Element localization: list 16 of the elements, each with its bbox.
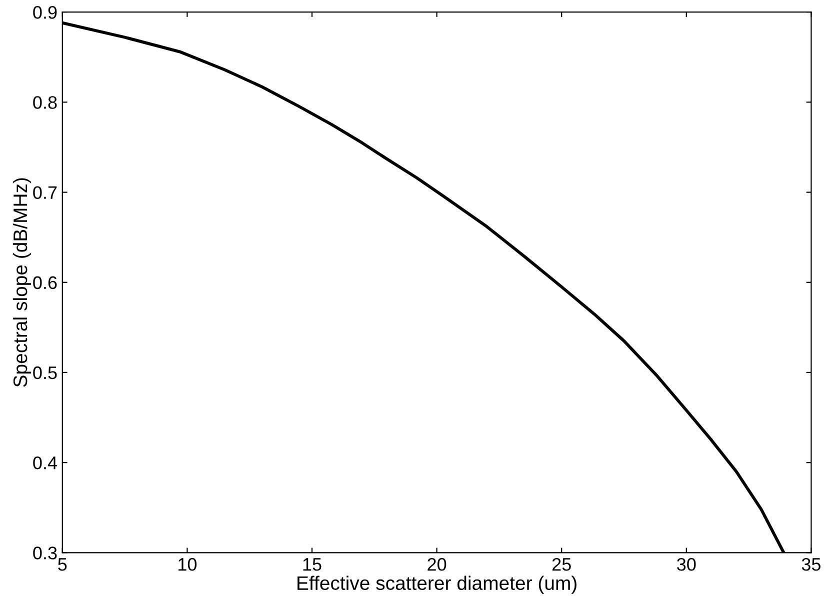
x-tick-label: 10 bbox=[178, 558, 197, 571]
y-tick-label: 0.4 bbox=[33, 456, 58, 470]
x-tick-label: 20 bbox=[428, 558, 446, 571]
y-tick-label: 0.6 bbox=[33, 276, 57, 290]
y-tick-label: 0.8 bbox=[33, 96, 57, 109]
x-tick-label: 30 bbox=[677, 558, 696, 571]
y-axis-title: Spectral slope (dB/MHz) bbox=[12, 178, 32, 387]
x-tick-label: 25 bbox=[552, 558, 571, 571]
y-tick-label: 0.3 bbox=[33, 546, 57, 560]
x-tick-label: 35 bbox=[802, 558, 820, 571]
x-axis-title: Effective scatterer diameter (um) bbox=[298, 576, 576, 594]
y-tick-label: 0.5 bbox=[33, 366, 57, 380]
y-tick-label: 0.9 bbox=[33, 6, 57, 19]
x-tick-label: 5 bbox=[58, 558, 67, 571]
y-tick-label: 0.7 bbox=[33, 186, 57, 199]
x-tick-label: 15 bbox=[303, 558, 322, 571]
